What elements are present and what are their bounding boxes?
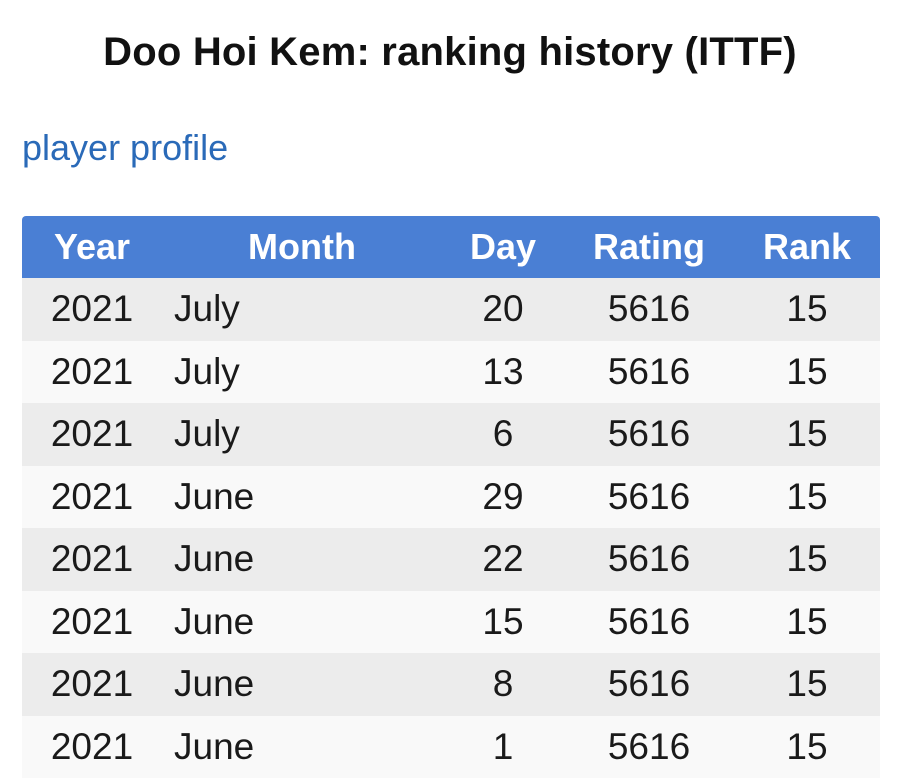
table-row: 2021 June 8 5616 15 <box>22 653 880 716</box>
player-profile-link[interactable]: player profile <box>22 127 229 168</box>
cell-day: 8 <box>442 653 564 716</box>
cell-day: 22 <box>442 528 564 591</box>
cell-month: June <box>162 715 442 778</box>
cell-day: 13 <box>442 340 564 403</box>
table-row: 2021 July 13 5616 15 <box>22 340 880 403</box>
cell-rank: 15 <box>734 403 880 466</box>
column-header-year[interactable]: Year <box>22 216 162 278</box>
column-header-rating[interactable]: Rating <box>564 216 734 278</box>
cell-rating: 5616 <box>564 340 734 403</box>
cell-year: 2021 <box>22 590 162 653</box>
column-header-rank[interactable]: Rank <box>734 216 880 278</box>
cell-rating: 5616 <box>564 715 734 778</box>
ranking-table-container: Year Month Day Rating Rank 2021 July 20 … <box>22 216 880 778</box>
cell-rating: 5616 <box>564 590 734 653</box>
cell-rank: 15 <box>734 340 880 403</box>
cell-rank: 15 <box>734 278 880 341</box>
table-body: 2021 July 20 5616 15 2021 July 13 5616 1… <box>22 278 880 778</box>
column-header-day[interactable]: Day <box>442 216 564 278</box>
cell-day: 20 <box>442 278 564 341</box>
cell-rating: 5616 <box>564 528 734 591</box>
cell-rating: 5616 <box>564 653 734 716</box>
cell-year: 2021 <box>22 528 162 591</box>
cell-rank: 15 <box>734 715 880 778</box>
table-row: 2021 June 15 5616 15 <box>22 590 880 653</box>
cell-month: July <box>162 340 442 403</box>
table-row: 2021 July 6 5616 15 <box>22 403 880 466</box>
cell-rank: 15 <box>734 653 880 716</box>
cell-rank: 15 <box>734 465 880 528</box>
cell-rating: 5616 <box>564 278 734 341</box>
cell-year: 2021 <box>22 653 162 716</box>
cell-year: 2021 <box>22 340 162 403</box>
cell-day: 29 <box>442 465 564 528</box>
cell-rank: 15 <box>734 590 880 653</box>
cell-month: June <box>162 653 442 716</box>
cell-rating: 5616 <box>564 465 734 528</box>
table-row: 2021 July 20 5616 15 <box>22 278 880 341</box>
table-row: 2021 June 1 5616 15 <box>22 715 880 778</box>
table-row: 2021 June 29 5616 15 <box>22 465 880 528</box>
cell-year: 2021 <box>22 465 162 528</box>
page-title: Doo Hoi Kem: ranking history (ITTF) <box>103 30 797 74</box>
cell-day: 15 <box>442 590 564 653</box>
cell-year: 2021 <box>22 403 162 466</box>
column-header-month[interactable]: Month <box>162 216 442 278</box>
cell-year: 2021 <box>22 715 162 778</box>
cell-month: June <box>162 590 442 653</box>
cell-month: July <box>162 403 442 466</box>
cell-month: June <box>162 528 442 591</box>
cell-year: 2021 <box>22 278 162 341</box>
cell-rating: 5616 <box>564 403 734 466</box>
cell-month: June <box>162 465 442 528</box>
ranking-history-table: Year Month Day Rating Rank 2021 July 20 … <box>22 216 880 778</box>
table-header: Year Month Day Rating Rank <box>22 216 880 278</box>
cell-rank: 15 <box>734 528 880 591</box>
table-row: 2021 June 22 5616 15 <box>22 528 880 591</box>
cell-month: July <box>162 278 442 341</box>
cell-day: 1 <box>442 715 564 778</box>
cell-day: 6 <box>442 403 564 466</box>
header-row: Year Month Day Rating Rank <box>22 216 880 278</box>
